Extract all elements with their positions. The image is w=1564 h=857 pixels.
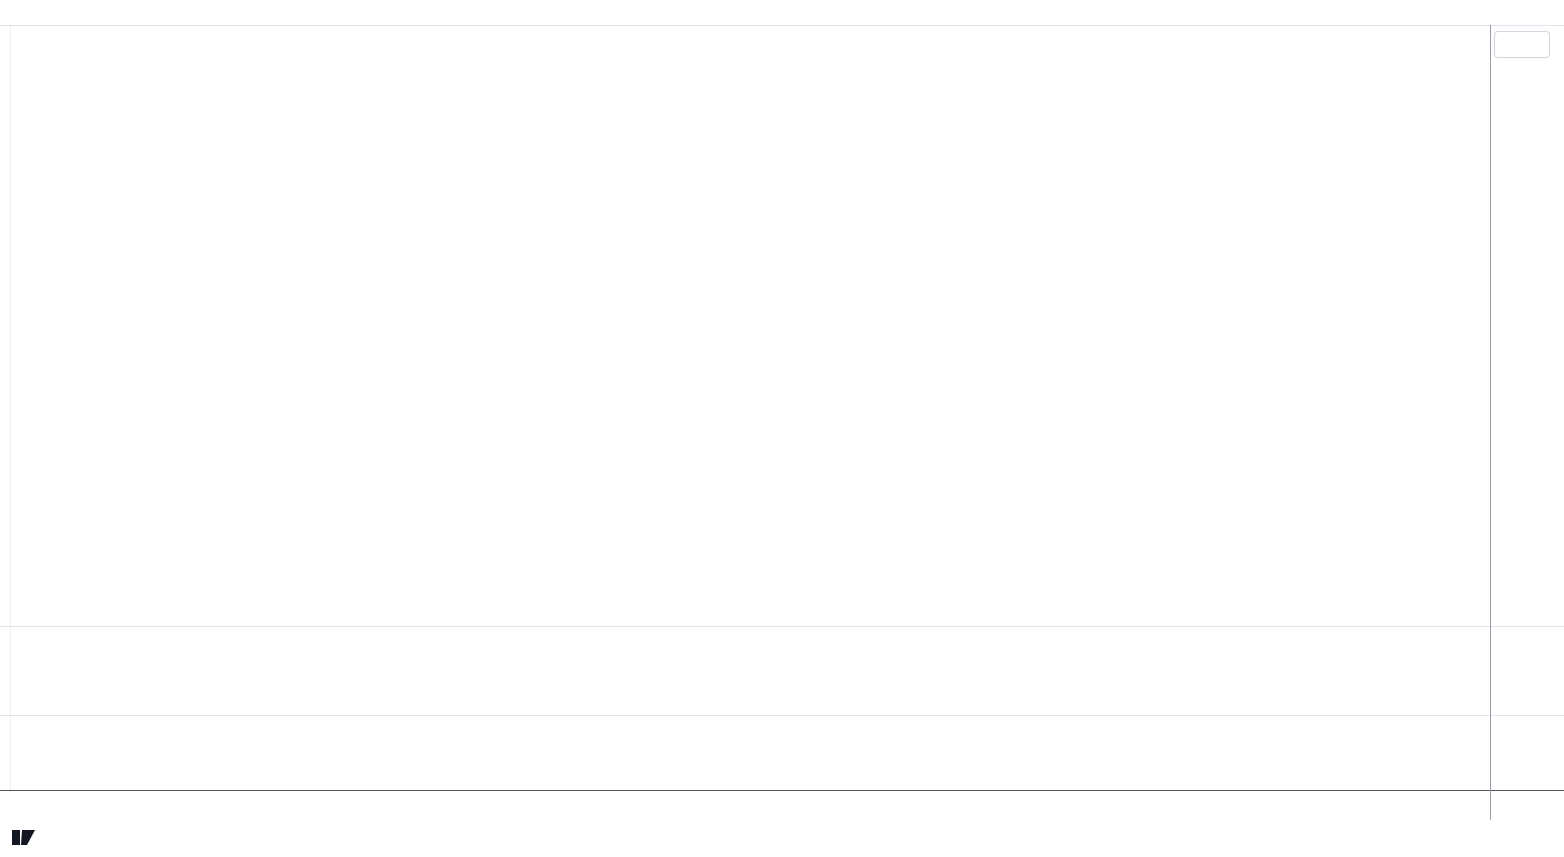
pane-separator-rsi[interactable]	[0, 626, 1564, 627]
chart-left-border	[10, 25, 11, 790]
rsi-legend[interactable]	[18, 630, 35, 645]
macd-legend[interactable]	[18, 723, 35, 737]
currency-button-jpy[interactable]	[1494, 31, 1550, 58]
tradingview-logo-icon	[12, 830, 35, 845]
time-axis-border	[0, 790, 1564, 791]
pane-separator-top	[0, 25, 1564, 26]
sma-legend[interactable]	[18, 36, 21, 50]
pane-separator-macd[interactable]	[0, 715, 1564, 716]
price-axis-border[interactable]	[1490, 25, 1491, 820]
